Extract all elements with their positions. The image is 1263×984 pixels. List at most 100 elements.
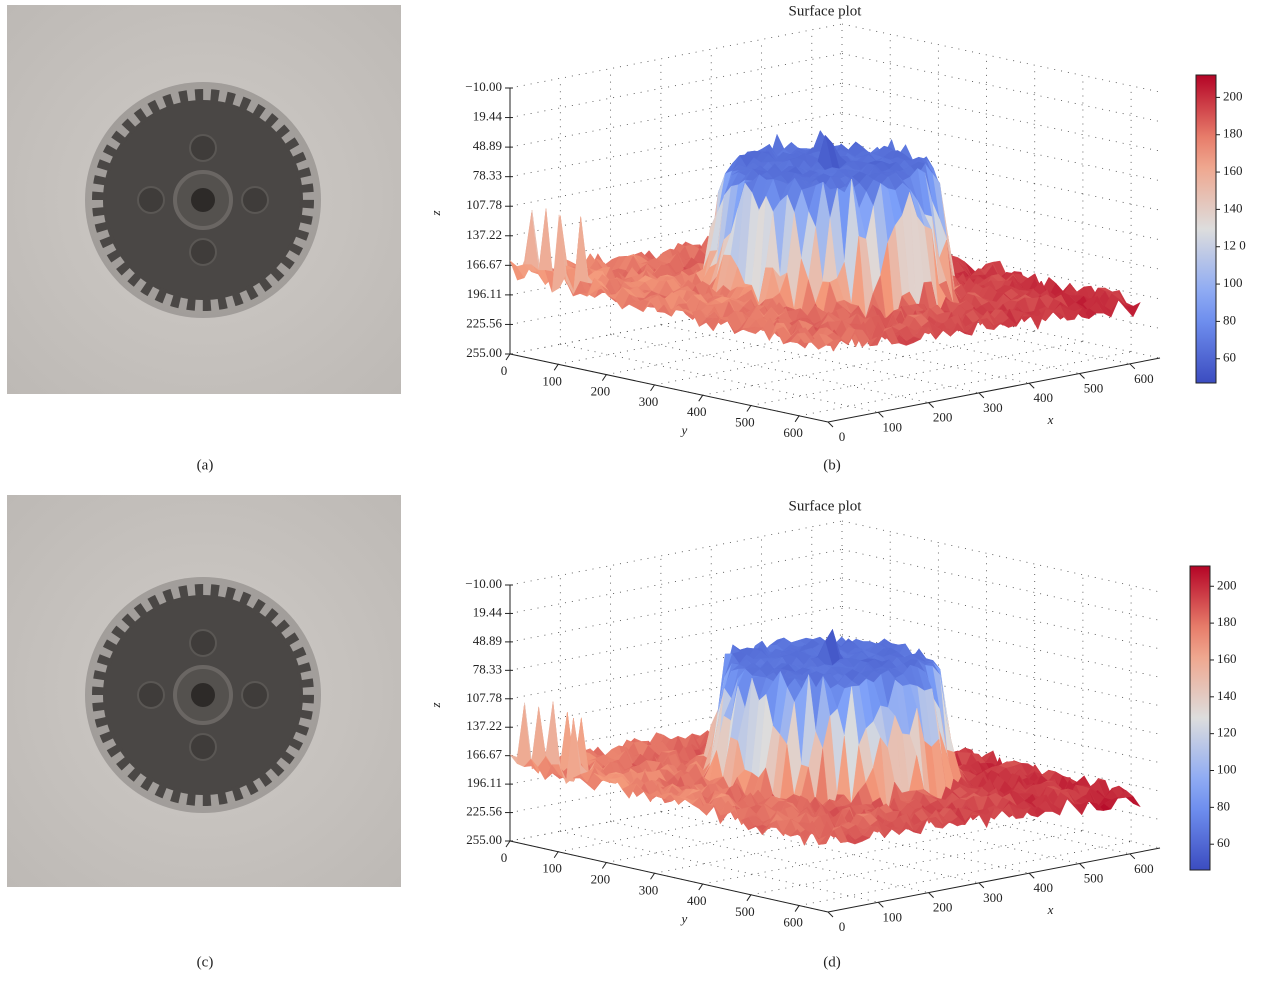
y-tick-label: 100 bbox=[542, 861, 562, 876]
grid-line bbox=[510, 578, 842, 642]
x-tick bbox=[828, 422, 833, 427]
colorbar-tick-label: 120 bbox=[1217, 725, 1237, 740]
y-tick-label: 600 bbox=[783, 915, 803, 930]
x-tick-label: 400 bbox=[1033, 390, 1053, 405]
colorbar-tick-label: 140 bbox=[1217, 688, 1237, 703]
y-tick bbox=[795, 416, 799, 422]
y-tick bbox=[747, 895, 751, 901]
x-tick-label: 200 bbox=[933, 900, 953, 915]
grid-line bbox=[510, 83, 842, 147]
colorbar-tick-label: 80 bbox=[1223, 312, 1236, 327]
y-tick bbox=[554, 852, 558, 858]
surface-facet bbox=[517, 705, 531, 767]
z-tick-label: 107.78 bbox=[466, 197, 502, 212]
grid-line bbox=[510, 24, 842, 88]
z-tick-label: 225.56 bbox=[466, 804, 502, 819]
x-tick bbox=[1029, 383, 1034, 388]
y-tick bbox=[506, 841, 510, 847]
y-tick-label: 0 bbox=[501, 850, 508, 865]
z-tick-label: 137.22 bbox=[466, 227, 502, 242]
colorbar-tick-label: 12 0 bbox=[1223, 238, 1246, 253]
caption: (c) bbox=[197, 954, 214, 970]
x-tick bbox=[1080, 864, 1085, 869]
z-tick-label: 48.89 bbox=[473, 633, 502, 648]
grid-line bbox=[510, 549, 842, 613]
y-axis-label: y bbox=[680, 422, 688, 437]
y-tick-label: 400 bbox=[687, 893, 707, 908]
y-tick bbox=[554, 364, 558, 370]
x-tick bbox=[929, 893, 934, 898]
x-tick-label: 200 bbox=[933, 410, 953, 425]
grid-line bbox=[842, 549, 1160, 620]
surface-plot: Surface plot−10.0019.4448.8978.33107.781… bbox=[428, 498, 1237, 934]
colorbar-tick-label: 180 bbox=[1223, 126, 1243, 141]
z-tick-label: 196.11 bbox=[467, 775, 502, 790]
y-tick bbox=[699, 884, 703, 890]
z-tick-label: 255.00 bbox=[466, 345, 502, 360]
x-tick bbox=[878, 412, 883, 417]
y-tick-label: 400 bbox=[687, 404, 707, 419]
y-tick bbox=[795, 906, 799, 912]
grid-line bbox=[842, 578, 1160, 649]
photo-a bbox=[7, 5, 401, 394]
x-tick-label: 100 bbox=[883, 909, 903, 924]
surface-facet bbox=[546, 702, 560, 768]
x-tick bbox=[979, 883, 984, 888]
grid-line bbox=[510, 521, 842, 585]
x-tick-label: 300 bbox=[983, 400, 1003, 415]
z-tick-label: 255.00 bbox=[466, 832, 502, 847]
x-tick-label: 0 bbox=[839, 429, 846, 444]
x-tick-label: 500 bbox=[1084, 380, 1104, 395]
chart-title: Surface plot bbox=[789, 3, 863, 19]
y-tick bbox=[602, 375, 606, 381]
colorbar bbox=[1196, 75, 1216, 383]
x-tick bbox=[1029, 873, 1034, 878]
z-tick-label: 48.89 bbox=[473, 138, 502, 153]
colorbar-tick-label: 180 bbox=[1217, 614, 1237, 629]
grid-line bbox=[799, 842, 1131, 906]
x-tick-label: 300 bbox=[983, 890, 1003, 905]
grid-line bbox=[842, 24, 1160, 92]
x-axis-label: x bbox=[1047, 902, 1054, 917]
surface bbox=[510, 629, 1140, 845]
y-axis-label: y bbox=[680, 911, 688, 926]
colorbar-tick-label: 100 bbox=[1223, 275, 1243, 290]
z-tick-label: −10.00 bbox=[465, 576, 502, 591]
colorbar-tick-label: 200 bbox=[1217, 577, 1237, 592]
y-tick-label: 600 bbox=[783, 425, 803, 440]
y-tick bbox=[506, 354, 510, 360]
surface bbox=[510, 131, 1140, 352]
x-tick-label: 100 bbox=[883, 419, 903, 434]
z-axis-label: z bbox=[428, 702, 443, 708]
grid-line bbox=[611, 335, 929, 403]
y-tick-label: 200 bbox=[591, 384, 611, 399]
x-tick-label: 0 bbox=[839, 919, 846, 934]
y-tick-label: 500 bbox=[735, 414, 755, 429]
colorbar bbox=[1190, 566, 1210, 870]
x-tick bbox=[878, 902, 883, 907]
colorbar-tick-label: 80 bbox=[1217, 798, 1230, 813]
x-axis-label: x bbox=[1047, 412, 1054, 427]
caption: (a) bbox=[197, 457, 214, 473]
z-tick-label: 78.33 bbox=[473, 168, 502, 183]
x-tick-label: 600 bbox=[1134, 371, 1154, 386]
chart-title: Surface plot bbox=[789, 498, 863, 514]
grid-line bbox=[560, 344, 878, 412]
x-tick bbox=[1130, 854, 1135, 859]
grid-line bbox=[842, 83, 1160, 151]
z-tick-label: 225.56 bbox=[466, 315, 502, 330]
grid-line bbox=[560, 831, 878, 902]
y-tick bbox=[651, 873, 655, 879]
y-tick-label: 500 bbox=[735, 904, 755, 919]
z-tick-label: 166.67 bbox=[466, 747, 502, 762]
grid-line bbox=[510, 54, 842, 118]
y-tick-label: 300 bbox=[639, 394, 659, 409]
colorbar-tick-label: 60 bbox=[1223, 350, 1236, 365]
z-tick-label: 19.44 bbox=[473, 109, 503, 124]
y-tick-label: 300 bbox=[639, 882, 659, 897]
y-tick-label: 200 bbox=[591, 871, 611, 886]
colorbar-tick-label: 100 bbox=[1217, 761, 1237, 776]
x-tick-label: 500 bbox=[1084, 870, 1104, 885]
y-tick-label: 0 bbox=[501, 363, 508, 378]
caption: (b) bbox=[823, 457, 841, 473]
